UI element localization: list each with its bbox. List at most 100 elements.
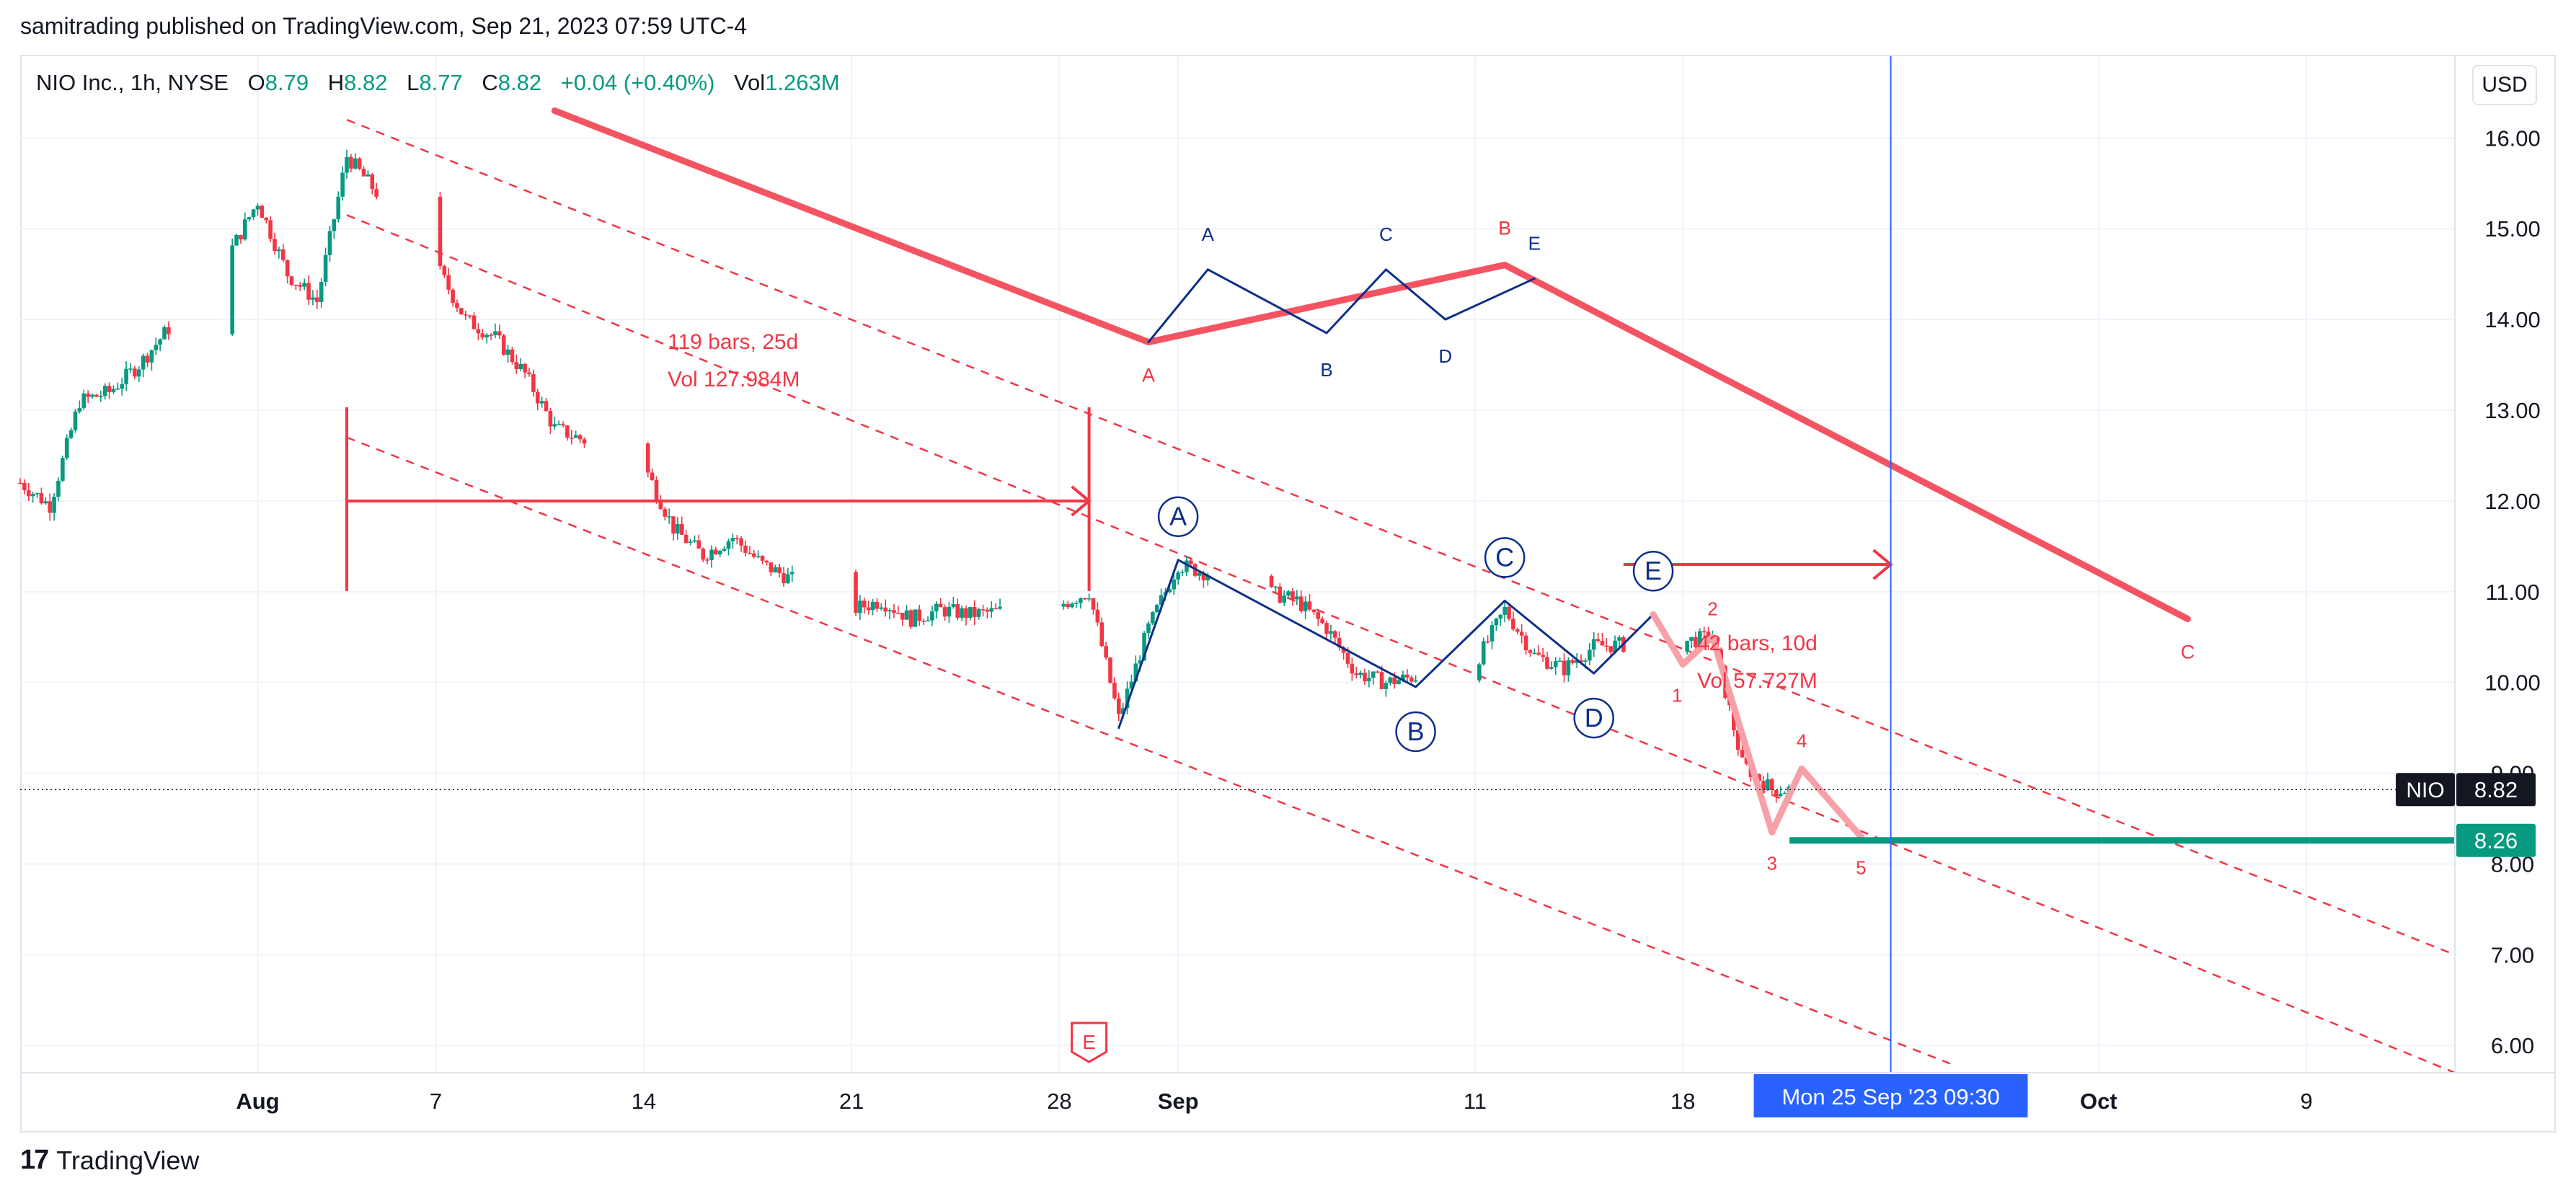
open-value: 8.79 [265, 70, 309, 95]
candle-body [552, 424, 557, 427]
footer: 17 TradingView [20, 1145, 199, 1176]
candle-body [361, 169, 366, 177]
candle-body [582, 439, 587, 444]
candle-body [302, 283, 306, 287]
candle-body [26, 490, 31, 497]
candle-body [570, 438, 574, 439]
candle-body [327, 231, 332, 255]
candle-body [782, 573, 786, 583]
candle-body [94, 394, 99, 397]
circle-triangle-label: E [1645, 556, 1662, 585]
candle-body [1523, 635, 1528, 651]
candle-body [726, 541, 731, 549]
candle-body [1507, 606, 1511, 619]
channel-line [346, 214, 2456, 1074]
candle-body [993, 608, 998, 610]
y-tick-label: 16.00 [2484, 125, 2541, 151]
candle-body [1341, 647, 1346, 653]
candle-body [557, 424, 561, 425]
candle-body [866, 607, 871, 611]
candle-body [1079, 598, 1083, 603]
candle-body [1367, 678, 1371, 682]
candle-body [1146, 623, 1151, 634]
measure-left-vol-text: Vol 127.984M [668, 368, 800, 391]
candle-body [1557, 660, 1562, 662]
wave-circle [1632, 550, 1674, 592]
candle-body [374, 189, 379, 197]
candle-body [985, 609, 990, 612]
candle-body [1320, 619, 1324, 624]
candle-body [981, 609, 986, 611]
circle-triangle-label: B [1407, 717, 1425, 746]
grid [20, 56, 2455, 1073]
candle-body [1490, 625, 1495, 642]
candle-body [463, 314, 468, 316]
drawings [20, 56, 2455, 1073]
candle-body [234, 234, 239, 246]
candle-body [858, 601, 862, 613]
small-triangle-label: B [1320, 359, 1332, 381]
candle-body [951, 604, 956, 607]
candle-body [650, 472, 655, 481]
candle-body [1133, 663, 1138, 682]
axes: 16.0015.0014.0013.0012.0011.0010.009.008… [20, 56, 2556, 1117]
measure-left-arrow [1071, 485, 1092, 517]
candle-body [1086, 598, 1092, 600]
candle-body [514, 362, 519, 369]
currency-button[interactable]: USD [2472, 65, 2537, 105]
candle-body [1061, 603, 1066, 607]
candle-body [773, 567, 778, 572]
candle-body [158, 339, 162, 345]
candle-body [1778, 794, 1783, 797]
candle-body [548, 411, 553, 427]
candle-body [1151, 612, 1155, 624]
tradingview-logo-icon[interactable]: 17 [20, 1145, 49, 1175]
candle-body [544, 401, 549, 412]
candle-body [1392, 677, 1397, 685]
candle-body [472, 315, 477, 329]
candle-body [1579, 660, 1583, 662]
candle-body [955, 604, 960, 618]
candle-body [319, 282, 324, 302]
candle-body [934, 603, 939, 612]
candle-body [1324, 623, 1329, 634]
candle-body [688, 541, 693, 544]
candle-body [752, 553, 756, 557]
candle-body [476, 329, 481, 334]
candle-body [972, 607, 977, 617]
candle-body [989, 608, 994, 612]
brand-name[interactable]: TradingView [56, 1145, 200, 1175]
candle-body [1735, 730, 1740, 750]
candle-body [102, 386, 107, 397]
candle-body [696, 540, 701, 549]
candle-body [535, 391, 540, 404]
chart-frame [20, 55, 2556, 1133]
small-triangle-label: E [1528, 232, 1541, 254]
candle-body [1286, 591, 1291, 596]
symbol-line[interactable]: NIO Inc., 1h, NYSE [36, 70, 229, 95]
candle-body [709, 549, 714, 560]
wave-circle [1395, 711, 1436, 753]
candle-body [1082, 598, 1087, 600]
candle-body [904, 610, 909, 620]
candle-body [875, 601, 880, 609]
candle-body [1697, 631, 1702, 647]
volume-label: Vol [734, 70, 766, 95]
candle-body [255, 205, 260, 210]
close-value: 8.82 [497, 70, 542, 95]
candle-body [1298, 596, 1304, 611]
candle-body [90, 394, 94, 397]
small-triangle-line [1147, 268, 1536, 344]
candle-body [1316, 612, 1321, 619]
candle-body [1689, 637, 1694, 641]
x-tick-label: Sep [1158, 1089, 1199, 1114]
candle-body [268, 220, 273, 239]
candle-body [671, 516, 676, 534]
candle-body [539, 401, 544, 404]
candle-body [1197, 572, 1202, 576]
candle-body [1566, 660, 1571, 675]
candle-body [1536, 652, 1541, 655]
candle-body [1397, 680, 1401, 685]
candle-body [908, 610, 913, 627]
